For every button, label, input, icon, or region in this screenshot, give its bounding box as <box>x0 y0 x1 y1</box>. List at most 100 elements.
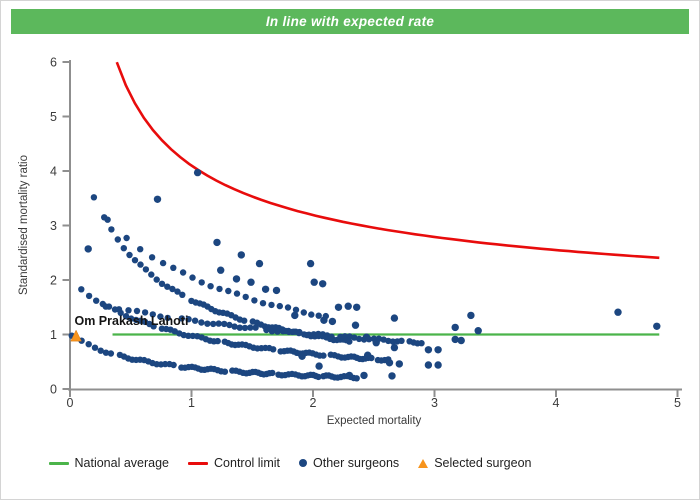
other-surgeon-point[interactable] <box>210 320 217 328</box>
other-surgeon-point[interactable] <box>126 251 133 259</box>
other-surgeon-point[interactable] <box>120 245 128 252</box>
other-surgeon-point[interactable] <box>125 307 132 314</box>
other-surgeon-point[interactable] <box>215 320 222 327</box>
other-surgeon-point[interactable] <box>390 343 399 352</box>
other-surgeon-point[interactable] <box>123 234 130 242</box>
other-surgeon-point[interactable] <box>179 291 186 298</box>
other-surgeon-point[interactable] <box>360 371 368 380</box>
other-surgeon-point[interactable] <box>204 320 211 327</box>
other-surgeon-point[interactable] <box>319 280 327 288</box>
other-surgeon-point[interactable] <box>315 312 322 319</box>
other-surgeon-point[interactable] <box>216 285 223 293</box>
other-surgeon-point[interactable] <box>362 333 371 341</box>
other-surgeon-point[interactable] <box>424 361 433 369</box>
other-surgeon-point[interactable] <box>85 341 92 348</box>
other-surgeon-point[interactable] <box>170 264 177 271</box>
other-surgeon-point[interactable] <box>351 334 358 341</box>
other-surgeon-point[interactable] <box>170 361 177 369</box>
other-surgeon-point[interactable] <box>241 317 248 324</box>
other-surgeon-point[interactable] <box>226 321 233 329</box>
other-surgeon-point[interactable] <box>353 375 360 382</box>
other-surgeon-point[interactable] <box>153 276 160 283</box>
other-surgeon-point[interactable] <box>164 283 171 290</box>
other-surgeon-point[interactable] <box>185 316 192 323</box>
other-surgeon-point[interactable] <box>255 259 264 268</box>
other-surgeon-point[interactable] <box>91 344 99 351</box>
other-surgeon-point[interactable] <box>213 238 221 247</box>
other-surgeon-point[interactable] <box>157 313 164 320</box>
other-surgeon-point[interactable] <box>149 311 156 318</box>
other-surgeon-point[interactable] <box>457 336 465 345</box>
other-surgeon-point[interactable] <box>355 335 363 343</box>
other-surgeon-point[interactable] <box>159 259 167 267</box>
other-surgeon-point[interactable] <box>189 274 196 281</box>
other-surgeon-point[interactable] <box>291 311 299 320</box>
other-surgeon-point[interactable] <box>251 297 258 304</box>
other-surgeon-point[interactable] <box>131 257 139 264</box>
other-surgeon-point[interactable] <box>150 323 157 330</box>
other-surgeon-point[interactable] <box>292 306 300 313</box>
other-surgeon-point[interactable] <box>225 287 232 295</box>
other-surgeon-point[interactable] <box>247 324 254 331</box>
other-surgeon-point[interactable] <box>142 266 150 273</box>
other-surgeon-point[interactable] <box>467 311 475 320</box>
other-surgeon-point[interactable] <box>344 302 352 310</box>
other-surgeon-point[interactable] <box>270 346 277 353</box>
other-surgeon-point[interactable] <box>231 323 238 330</box>
other-surgeon-point[interactable] <box>334 303 343 311</box>
other-surgeon-point[interactable] <box>236 324 243 331</box>
other-surgeon-point[interactable] <box>310 278 318 286</box>
other-surgeon-point[interactable] <box>174 288 181 295</box>
other-surgeon-point[interactable] <box>364 351 372 359</box>
other-surgeon-point[interactable] <box>237 251 245 259</box>
other-surgeon-point[interactable] <box>158 280 166 287</box>
other-surgeon-point[interactable] <box>185 332 192 339</box>
other-surgeon-point[interactable] <box>328 317 337 326</box>
other-surgeon-point[interactable] <box>85 292 93 300</box>
other-surgeon-point[interactable] <box>434 361 442 369</box>
other-surgeon-point[interactable] <box>242 293 249 301</box>
other-surgeon-point[interactable] <box>284 304 292 311</box>
other-surgeon-point[interactable] <box>93 297 100 304</box>
other-surgeon-point[interactable] <box>388 372 396 380</box>
other-surgeon-point[interactable] <box>217 266 225 274</box>
other-surgeon-point[interactable] <box>122 313 130 320</box>
other-surgeon-point[interactable] <box>424 346 433 354</box>
other-surgeon-point[interactable] <box>221 320 228 328</box>
other-surgeon-point[interactable] <box>198 319 205 326</box>
other-surgeon-point[interactable] <box>320 316 328 324</box>
other-surgeon-point[interactable] <box>191 317 199 324</box>
other-surgeon-point[interactable] <box>169 285 176 293</box>
other-surgeon-point[interactable] <box>614 308 622 316</box>
other-surgeon-point[interactable] <box>133 307 141 315</box>
other-surgeon-point[interactable] <box>276 302 283 310</box>
other-surgeon-point[interactable] <box>252 324 259 331</box>
other-surgeon-point[interactable] <box>351 321 360 329</box>
other-surgeon-point[interactable] <box>308 311 315 318</box>
other-surgeon-point[interactable] <box>179 269 187 276</box>
other-surgeon-point[interactable] <box>128 315 135 322</box>
other-surgeon-point[interactable] <box>102 303 110 310</box>
other-surgeon-point[interactable] <box>451 323 459 332</box>
other-surgeon-point[interactable] <box>298 352 306 360</box>
other-surgeon-point[interactable] <box>653 322 661 330</box>
other-surgeon-point[interactable] <box>320 352 327 359</box>
other-surgeon-point[interactable] <box>153 195 162 203</box>
other-surgeon-point[interactable] <box>306 259 315 268</box>
other-surgeon-point[interactable] <box>148 271 155 278</box>
other-surgeon-point[interactable] <box>241 324 249 332</box>
other-surgeon-point[interactable] <box>434 346 442 354</box>
other-surgeon-point[interactable] <box>207 283 214 290</box>
other-surgeon-point[interactable] <box>107 350 115 357</box>
other-surgeon-point[interactable] <box>84 245 92 253</box>
other-surgeon-point[interactable] <box>178 315 185 322</box>
other-surgeon-point[interactable] <box>247 278 255 286</box>
other-surgeon-point[interactable] <box>221 368 229 375</box>
other-surgeon-point[interactable] <box>345 371 354 380</box>
other-surgeon-point[interactable] <box>78 286 85 293</box>
other-surgeon-point[interactable] <box>198 279 205 286</box>
other-surgeon-point[interactable] <box>315 373 322 381</box>
other-surgeon-point[interactable] <box>164 314 171 322</box>
other-surgeon-point[interactable] <box>259 300 267 307</box>
other-surgeon-point[interactable] <box>346 338 353 345</box>
